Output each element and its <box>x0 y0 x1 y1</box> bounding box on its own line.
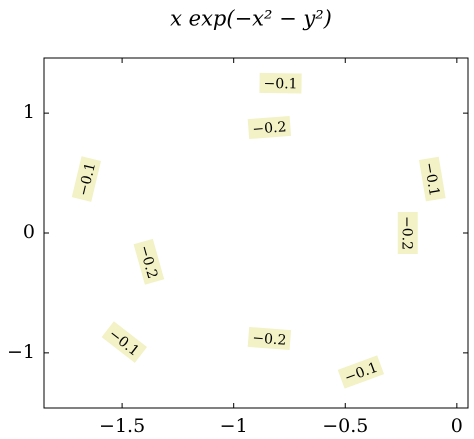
y-tick-label: 1 <box>23 101 35 123</box>
contour-label: −0.1 <box>101 321 148 363</box>
x-tick-label: 0 <box>451 415 463 437</box>
contour-label-text: −0.1 <box>421 161 442 197</box>
contour-label: −0.2 <box>247 115 292 140</box>
contour-label-box <box>71 156 102 202</box>
contour-label: −0.1 <box>337 355 385 389</box>
contour-label-box <box>247 326 292 351</box>
x-tick-label: −1 <box>220 415 248 437</box>
contour-label-box <box>259 72 302 94</box>
contour-label: −0.2 <box>133 238 165 285</box>
contour-label-text: −0.2 <box>252 330 287 348</box>
contour-label-box <box>397 212 418 254</box>
chart-title: x exp(−x² − y²) <box>170 7 332 31</box>
contour-label: −0.1 <box>418 156 446 202</box>
contour-label: −0.2 <box>247 326 292 351</box>
contour-label-text: −0.2 <box>399 216 415 250</box>
contour-label: −0.1 <box>259 72 302 94</box>
contour-label-text: −0.1 <box>76 161 99 198</box>
contour-label-box <box>337 355 385 389</box>
contour-label-box <box>133 238 165 285</box>
x-tick-label: −0.5 <box>322 415 368 437</box>
contour-label-box <box>418 156 446 202</box>
y-tick-label: −1 <box>7 341 35 363</box>
contour-label: −0.2 <box>397 212 418 254</box>
contour-label-box <box>247 115 292 140</box>
contour-label-box <box>101 321 148 363</box>
x-tick-label: −1.5 <box>99 415 145 437</box>
y-tick-label: 0 <box>23 221 35 243</box>
contour-label-text: −0.1 <box>263 76 297 93</box>
contour-label: −0.1 <box>71 156 102 202</box>
contour-label-text: −0.2 <box>252 119 287 137</box>
